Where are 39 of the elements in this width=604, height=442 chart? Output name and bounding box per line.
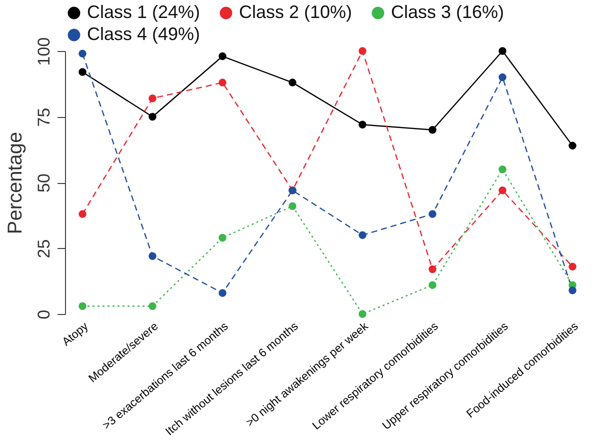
point bbox=[288, 78, 296, 86]
legend-label: Class 2 (10%) bbox=[239, 2, 352, 22]
legend-label: Class 4 (49%) bbox=[87, 24, 200, 44]
point bbox=[148, 252, 156, 260]
point bbox=[288, 202, 296, 210]
point bbox=[358, 231, 366, 239]
point bbox=[358, 47, 366, 55]
point bbox=[78, 68, 86, 76]
point bbox=[498, 186, 506, 194]
point bbox=[148, 302, 156, 310]
point bbox=[568, 142, 576, 150]
y-tick-label: 0 bbox=[34, 310, 54, 320]
point bbox=[218, 234, 226, 242]
point bbox=[428, 210, 436, 218]
point bbox=[78, 210, 86, 218]
point bbox=[78, 50, 86, 58]
point bbox=[498, 165, 506, 174]
point bbox=[498, 47, 506, 55]
point bbox=[568, 262, 576, 271]
y-tick-label: 100 bbox=[34, 37, 54, 66]
point bbox=[358, 120, 366, 129]
y-tick-label: 75 bbox=[34, 108, 54, 127]
point bbox=[498, 73, 506, 82]
point bbox=[218, 52, 226, 60]
legend-label: Class 3 (16%) bbox=[391, 2, 504, 22]
point bbox=[428, 281, 436, 289]
point bbox=[218, 78, 226, 86]
point bbox=[428, 265, 436, 274]
point bbox=[358, 310, 366, 318]
legend-label: Class 1 (24%) bbox=[87, 2, 200, 22]
point bbox=[78, 302, 86, 310]
point bbox=[568, 286, 576, 294]
point bbox=[428, 126, 436, 134]
point bbox=[218, 289, 226, 297]
point bbox=[148, 112, 156, 121]
y-tick-label: 50 bbox=[34, 174, 54, 192]
point bbox=[148, 94, 156, 102]
y-axis-title: Percentage bbox=[4, 132, 26, 234]
y-tick-label: 25 bbox=[34, 239, 54, 258]
